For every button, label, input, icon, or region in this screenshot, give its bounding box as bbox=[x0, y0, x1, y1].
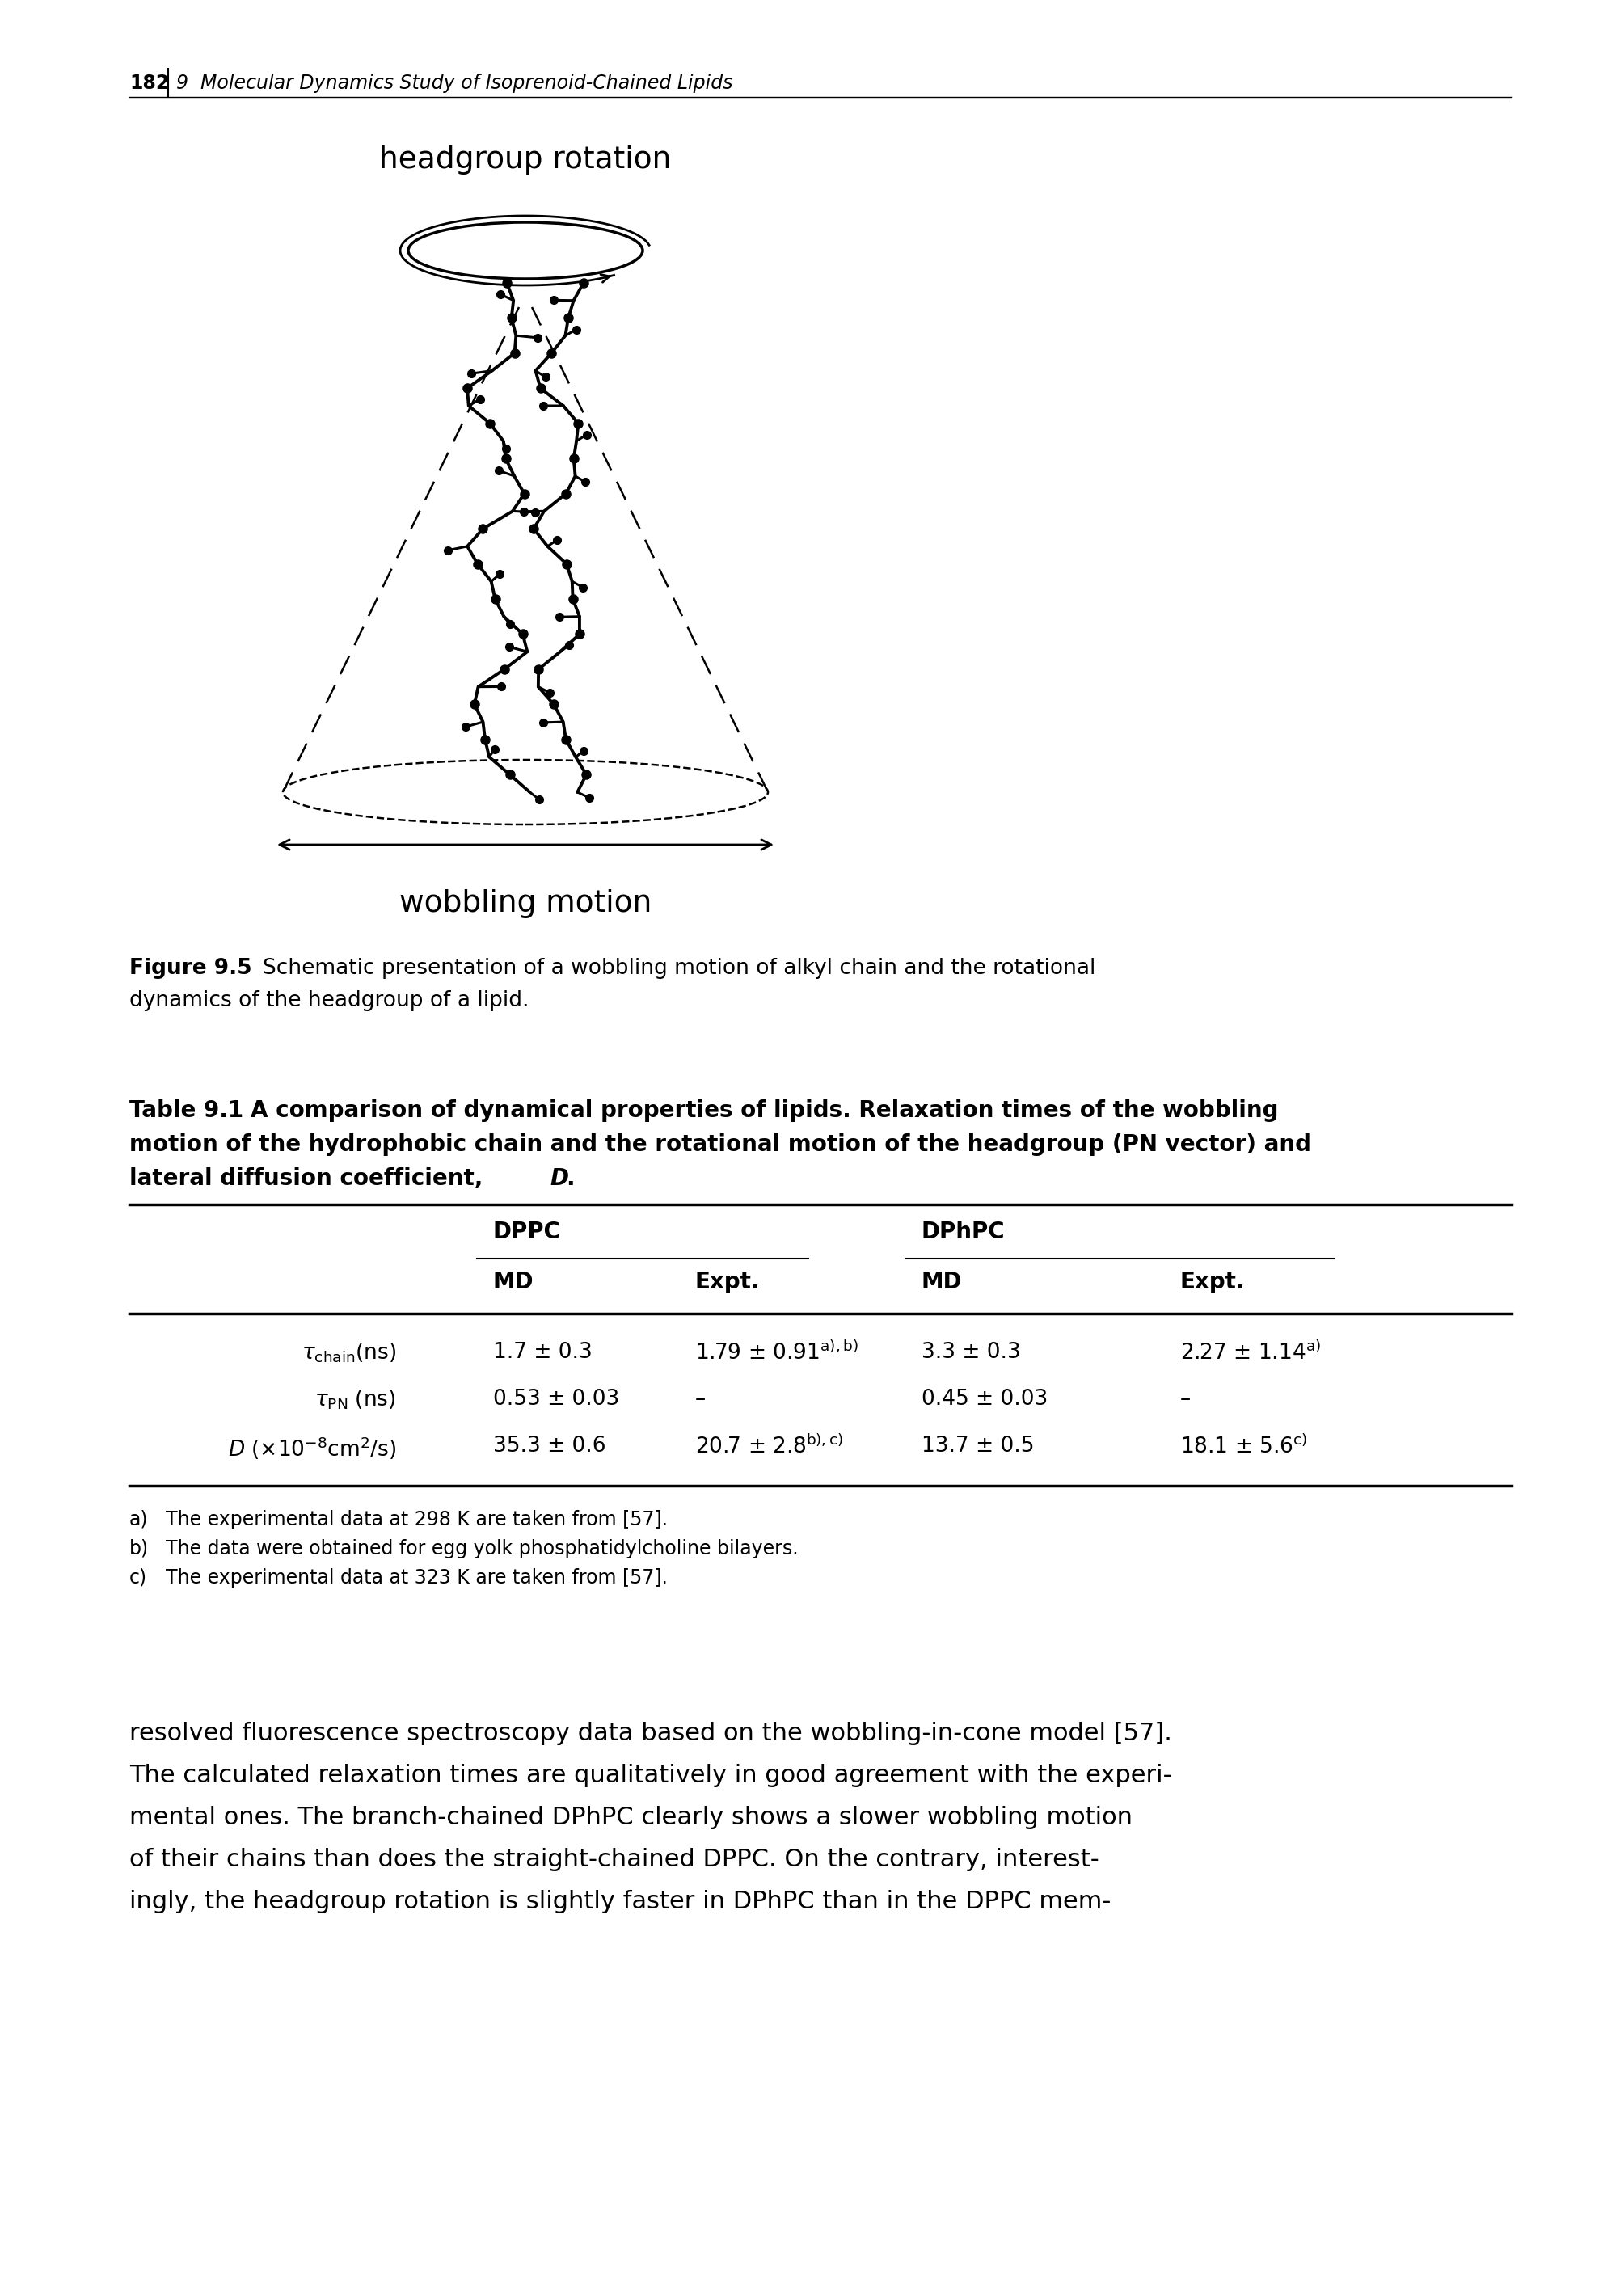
Text: Figure 9.5: Figure 9.5 bbox=[130, 957, 274, 978]
Text: MD: MD bbox=[921, 1271, 963, 1294]
Text: ingly, the headgroup rotation is slightly faster in DPhPC than in the DPPC mem-: ingly, the headgroup rotation is slightl… bbox=[130, 1889, 1111, 1914]
Text: 1.79 ± 0.91$^{\mathregular{a),b)}}$: 1.79 ± 0.91$^{\mathregular{a),b)}}$ bbox=[695, 1342, 859, 1365]
Text: –: – bbox=[1181, 1388, 1190, 1411]
Text: mental ones. The branch-chained DPhPC clearly shows a slower wobbling motion: mental ones. The branch-chained DPhPC cl… bbox=[130, 1807, 1132, 1830]
Text: .: . bbox=[565, 1168, 575, 1191]
Text: 0.45 ± 0.03: 0.45 ± 0.03 bbox=[921, 1388, 1047, 1411]
Text: Table 9.1: Table 9.1 bbox=[130, 1099, 244, 1122]
Text: Expt.: Expt. bbox=[695, 1271, 760, 1294]
Text: –: – bbox=[695, 1388, 706, 1411]
Text: D: D bbox=[549, 1168, 568, 1191]
Text: b): b) bbox=[130, 1539, 149, 1559]
Text: 35.3 ± 0.6: 35.3 ± 0.6 bbox=[494, 1436, 606, 1456]
Text: 20.7 ± 2.8$^{\mathregular{b),c)}}$: 20.7 ± 2.8$^{\mathregular{b),c)}}$ bbox=[695, 1436, 843, 1459]
Text: lateral diffusion coefficient,: lateral diffusion coefficient, bbox=[130, 1168, 490, 1191]
Text: wobbling motion: wobbling motion bbox=[400, 889, 651, 918]
Text: 1.7 ± 0.3: 1.7 ± 0.3 bbox=[494, 1342, 593, 1363]
Text: 9  Molecular Dynamics Study of Isoprenoid-Chained Lipids: 9 Molecular Dynamics Study of Isoprenoid… bbox=[177, 73, 732, 94]
Text: Expt.: Expt. bbox=[1181, 1271, 1246, 1294]
Text: The experimental data at 298 K are taken from [57].: The experimental data at 298 K are taken… bbox=[166, 1509, 667, 1530]
Text: DPPC: DPPC bbox=[494, 1221, 560, 1243]
Text: The calculated relaxation times are qualitatively in good agreement with the exp: The calculated relaxation times are qual… bbox=[130, 1763, 1173, 1786]
Text: of their chains than does the straight-chained DPPC. On the contrary, interest-: of their chains than does the straight-c… bbox=[130, 1848, 1099, 1871]
Text: 2.27 ± 1.14$^{\mathregular{a)}}$: 2.27 ± 1.14$^{\mathregular{a)}}$ bbox=[1181, 1342, 1320, 1365]
Text: headgroup rotation: headgroup rotation bbox=[380, 147, 671, 174]
Text: $D$ (×10$^{-8}$cm$^{2}$/s): $D$ (×10$^{-8}$cm$^{2}$/s) bbox=[227, 1436, 396, 1461]
Text: 0.53 ± 0.03: 0.53 ± 0.03 bbox=[494, 1388, 619, 1411]
Text: $\tau_{\mathregular{chain}}$(ns): $\tau_{\mathregular{chain}}$(ns) bbox=[300, 1342, 396, 1365]
Text: c): c) bbox=[130, 1569, 148, 1587]
Text: 13.7 ± 0.5: 13.7 ± 0.5 bbox=[921, 1436, 1034, 1456]
Text: resolved fluorescence spectroscopy data based on the wobbling-in-cone model [57]: resolved fluorescence spectroscopy data … bbox=[130, 1722, 1173, 1745]
Text: motion of the hydrophobic chain and the rotational motion of the headgroup (PN v: motion of the hydrophobic chain and the … bbox=[130, 1134, 1311, 1156]
Text: DPhPC: DPhPC bbox=[921, 1221, 1005, 1243]
Text: $\tau_{\mathregular{PN}}$ (ns): $\tau_{\mathregular{PN}}$ (ns) bbox=[315, 1388, 396, 1411]
Text: The experimental data at 323 K are taken from [57].: The experimental data at 323 K are taken… bbox=[166, 1569, 667, 1587]
Text: dynamics of the headgroup of a lipid.: dynamics of the headgroup of a lipid. bbox=[130, 989, 529, 1012]
Text: 18.1 ± 5.6$^{\mathregular{c)}}$: 18.1 ± 5.6$^{\mathregular{c)}}$ bbox=[1181, 1436, 1307, 1459]
Text: A comparison of dynamical properties of lipids. Relaxation times of the wobbling: A comparison of dynamical properties of … bbox=[250, 1099, 1278, 1122]
Text: 182: 182 bbox=[130, 73, 169, 94]
Text: a): a) bbox=[130, 1509, 148, 1530]
Text: 3.3 ± 0.3: 3.3 ± 0.3 bbox=[921, 1342, 1021, 1363]
Text: Schematic presentation of a wobbling motion of alkyl chain and the rotational: Schematic presentation of a wobbling mot… bbox=[263, 957, 1096, 978]
Text: MD: MD bbox=[494, 1271, 534, 1294]
Text: The data were obtained for egg yolk phosphatidylcholine bilayers.: The data were obtained for egg yolk phos… bbox=[166, 1539, 799, 1559]
